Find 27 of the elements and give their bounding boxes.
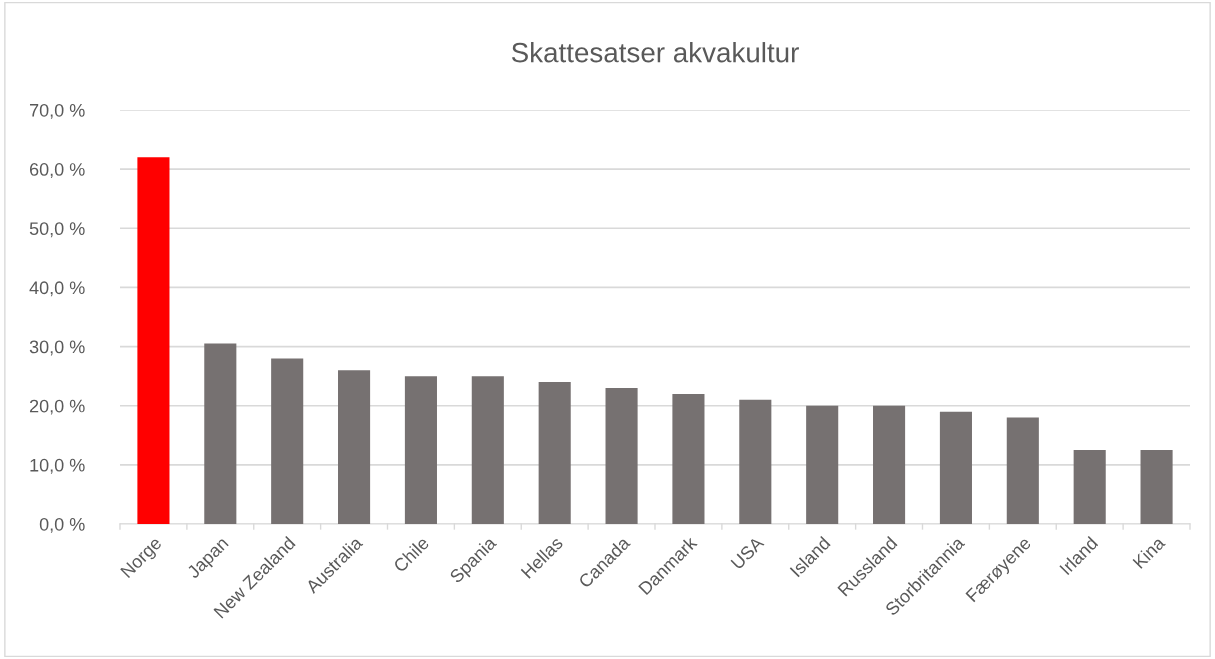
- bar: [806, 405, 839, 524]
- bar: [137, 157, 170, 524]
- bar: [471, 376, 504, 524]
- y-tick-label: 20,0 %: [29, 399, 85, 415]
- bar: [404, 376, 437, 524]
- y-tick-label: 30,0 %: [29, 340, 85, 356]
- y-tick-label: 40,0 %: [29, 281, 85, 297]
- x-tick-label: Kina: [1132, 535, 1166, 569]
- bar: [204, 343, 237, 524]
- chart-title: Skattesatser akvakultur: [511, 42, 799, 63]
- bar: [338, 370, 371, 524]
- x-tick-label: USA: [730, 535, 765, 570]
- y-tick-label: 0,0 %: [39, 517, 85, 533]
- y-tick-label: 60,0 %: [29, 163, 85, 178]
- y-tick-label: 10,0 %: [30, 458, 85, 474]
- bar: [873, 405, 906, 524]
- bar: [1140, 450, 1173, 524]
- bar: [1073, 450, 1106, 524]
- bar: [739, 399, 772, 524]
- bar: [271, 358, 304, 524]
- bar: [939, 411, 972, 524]
- y-tick-label: 70,0 %: [29, 103, 85, 119]
- y-tick-label: 50,0 %: [29, 222, 85, 238]
- bar: [605, 387, 638, 524]
- bar: [1006, 417, 1039, 524]
- bar: [672, 393, 705, 524]
- bar: [538, 382, 571, 524]
